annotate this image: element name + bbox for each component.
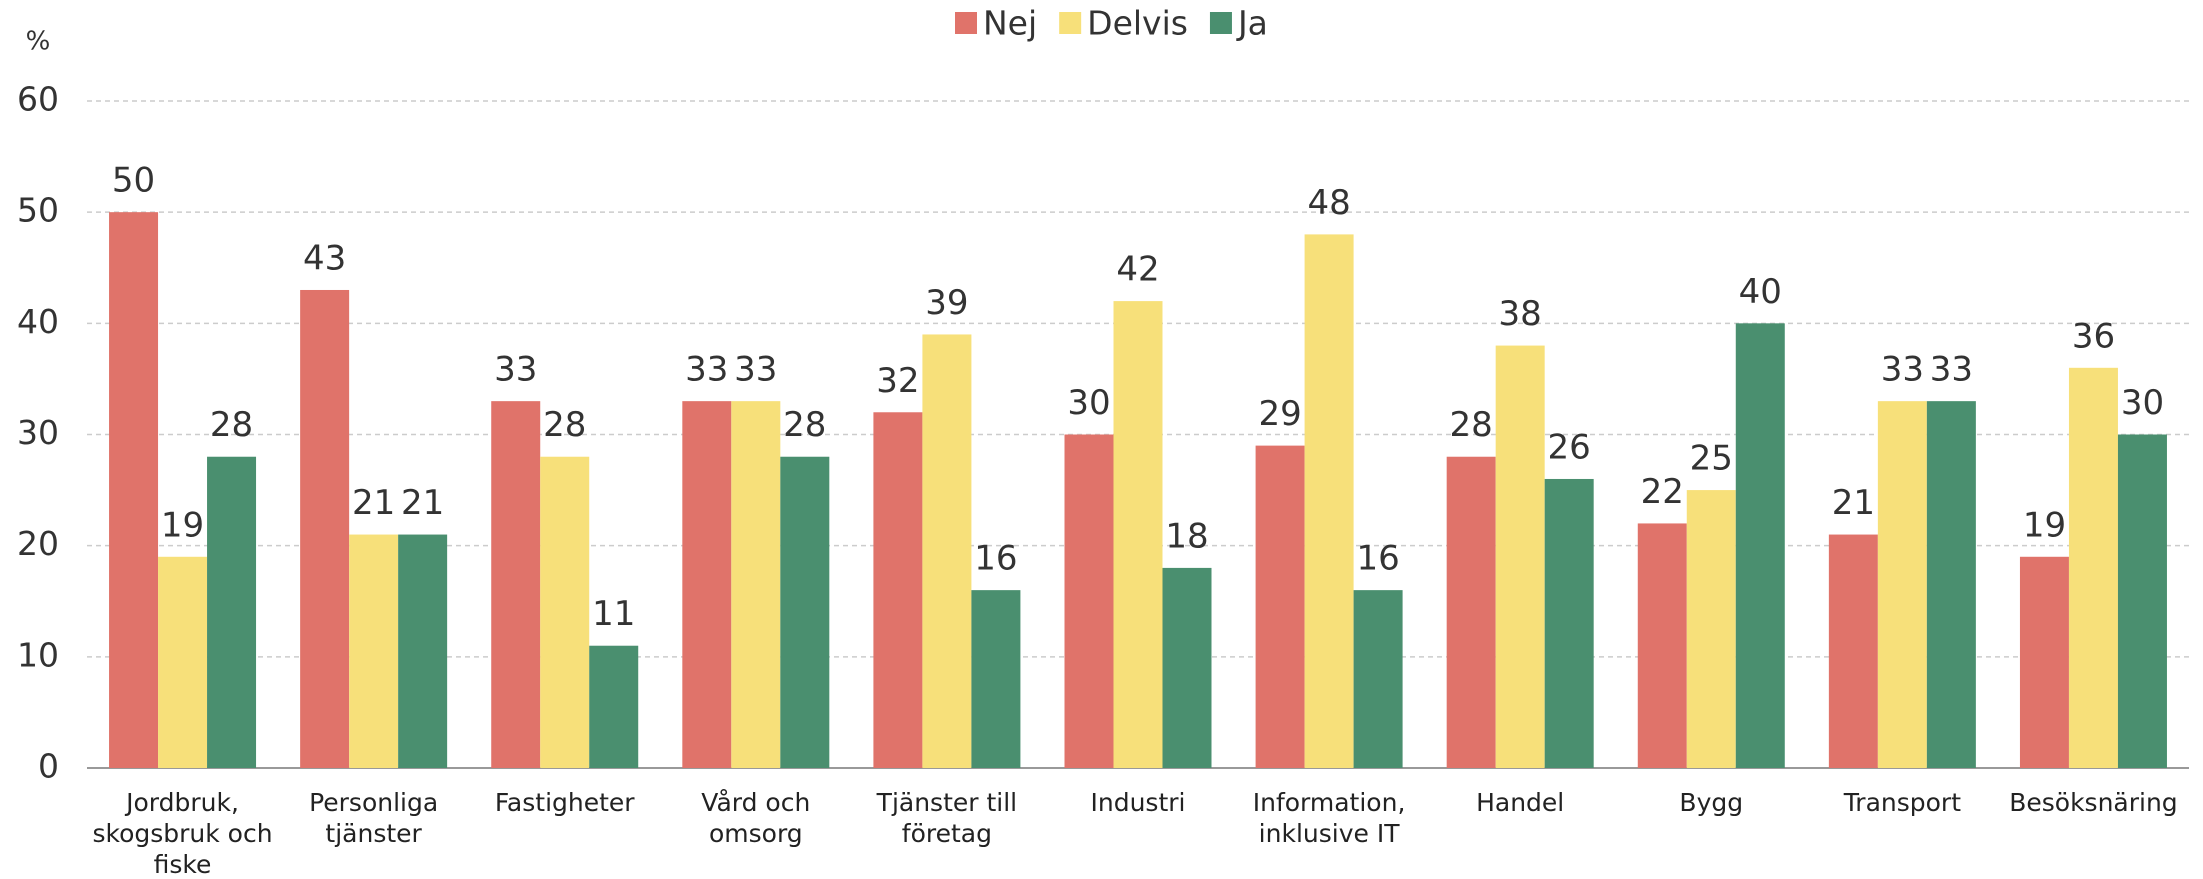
y-tick-label: 30 <box>17 413 59 452</box>
x-tick-label: Vård och omsorg <box>701 788 811 848</box>
data-label: 21 <box>352 483 395 523</box>
data-label: 33 <box>494 350 537 390</box>
bar <box>1113 301 1163 768</box>
data-label: 11 <box>592 594 635 634</box>
bar <box>109 212 159 768</box>
bar <box>873 412 923 768</box>
bar <box>1686 490 1736 768</box>
x-tick-label: Information, inklusive IT <box>1252 788 1406 848</box>
data-label: 16 <box>974 539 1017 579</box>
legend-swatch <box>955 12 977 34</box>
bar <box>1495 345 1545 768</box>
bar <box>1255 445 1305 768</box>
data-label: 25 <box>1690 439 1733 479</box>
x-tick-label: Industri <box>1090 788 1186 817</box>
bar <box>2019 556 2069 768</box>
data-label: 33 <box>685 350 728 390</box>
x-tick-label: Handel <box>1476 788 1565 817</box>
data-label: 19 <box>2023 505 2066 545</box>
data-label: 28 <box>1450 405 1493 445</box>
y-tick-label: 40 <box>17 302 59 341</box>
bar <box>540 456 590 768</box>
data-label: 18 <box>1165 516 1208 556</box>
bar <box>1735 323 1785 768</box>
data-label: 38 <box>1499 294 1542 334</box>
bar <box>682 401 732 768</box>
bar <box>300 289 350 768</box>
data-label: 19 <box>161 505 204 545</box>
data-label: 21 <box>401 483 444 523</box>
x-tick-label: Fastigheter <box>494 788 635 817</box>
legend-swatch <box>1209 12 1232 34</box>
data-label: 48 <box>1307 183 1350 223</box>
bar <box>1064 434 1114 768</box>
data-label: 40 <box>1739 272 1782 312</box>
x-tick-label: Personliga tjänster <box>309 788 439 848</box>
x-tick-label: Besöksnäring <box>2009 788 2178 817</box>
data-label: 21 <box>1832 483 1875 523</box>
data-label: 50 <box>112 161 155 201</box>
bar <box>398 534 448 768</box>
legend-swatch <box>1059 12 1082 34</box>
y-axis-label: % <box>26 27 51 57</box>
data-label: 39 <box>925 283 968 323</box>
bar <box>971 590 1021 768</box>
y-tick-label: 60 <box>17 80 59 119</box>
bar <box>491 401 541 768</box>
bar <box>349 534 399 768</box>
legend-label: Nej <box>983 4 1037 43</box>
data-label: 30 <box>2121 383 2164 423</box>
bar <box>1446 456 1496 768</box>
data-label: 29 <box>1258 394 1301 434</box>
bar <box>1304 234 1354 768</box>
x-tick-label: Tjänster till företag <box>876 788 1018 848</box>
x-tick-label: Bygg <box>1679 788 1744 817</box>
x-tick-label: Jordbruk, skogsbruk och fiske <box>92 788 273 879</box>
bar <box>2068 367 2118 768</box>
data-label: 32 <box>876 361 919 401</box>
y-tick-label: 0 <box>38 747 59 786</box>
bar <box>1544 478 1594 768</box>
bar <box>589 645 639 768</box>
bar <box>780 456 830 768</box>
data-label: 28 <box>783 405 826 445</box>
data-label: 33 <box>1881 350 1924 390</box>
data-label: 33 <box>1930 350 1973 390</box>
y-tick-label: 50 <box>17 191 59 230</box>
bar <box>731 401 781 768</box>
bar <box>2117 434 2167 768</box>
bar <box>1926 401 1976 768</box>
bar <box>1828 534 1878 768</box>
data-label: 30 <box>1067 383 1110 423</box>
data-label: 26 <box>1548 427 1591 467</box>
data-label: 28 <box>543 405 586 445</box>
bar <box>1162 567 1212 768</box>
legend-label: Ja <box>1236 4 1268 43</box>
bar <box>158 556 208 768</box>
data-label: 36 <box>2072 316 2115 356</box>
legend-label: Delvis <box>1087 4 1188 43</box>
data-label: 43 <box>303 238 346 278</box>
bar <box>1637 523 1687 768</box>
data-label: 28 <box>210 405 253 445</box>
x-tick-label: Transport <box>1843 788 1962 817</box>
data-label: 33 <box>734 350 777 390</box>
data-label: 16 <box>1356 539 1399 579</box>
bar <box>922 334 972 768</box>
y-tick-label: 10 <box>17 635 59 674</box>
bar <box>1877 401 1927 768</box>
data-label: 42 <box>1116 250 1159 290</box>
y-tick-label: 20 <box>17 524 59 563</box>
bar <box>207 456 257 768</box>
data-label: 22 <box>1641 472 1684 512</box>
bar <box>1353 590 1403 768</box>
